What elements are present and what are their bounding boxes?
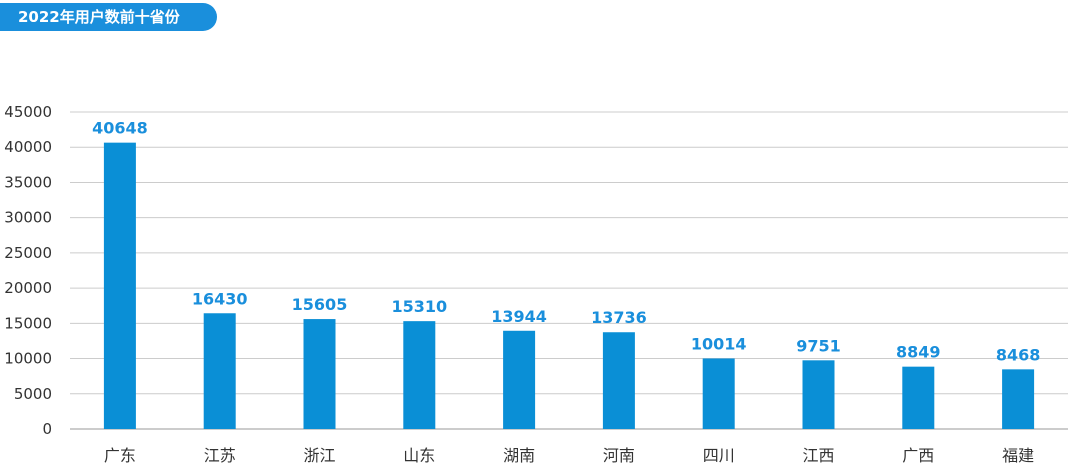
y-tick-label: 30000	[4, 209, 52, 227]
y-tick-label: 15000	[4, 314, 52, 332]
y-tick-label: 5000	[14, 385, 52, 403]
x-tick-label: 四川	[703, 446, 735, 464]
data-label: 9751	[796, 336, 841, 355]
y-tick-label: 35000	[4, 173, 52, 191]
gridlines	[70, 111, 1068, 430]
y-tick-label: 10000	[4, 350, 52, 368]
y-tick-label: 25000	[4, 244, 52, 262]
data-label: 8468	[996, 345, 1041, 364]
x-tick-label: 河南	[603, 446, 635, 464]
x-tick-label: 江苏	[204, 446, 236, 464]
data-label: 8849	[896, 343, 941, 362]
x-tick-label: 湖南	[503, 446, 535, 464]
data-label: 13736	[591, 308, 647, 327]
y-tick-label: 40000	[4, 138, 52, 156]
x-tick-label: 江西	[802, 446, 834, 464]
y-axis-ticks: 0 5000 10000 15000 20000 25000 30000 35000 40000…	[4, 103, 52, 438]
bars	[103, 142, 1035, 430]
y-tick-label: 45000	[4, 103, 52, 121]
x-axis-labels: 广东 江苏 浙江 山东 湖南 河南 四川 江西 广西 福建	[104, 446, 1034, 464]
data-label: 10014	[691, 334, 747, 353]
x-tick-label: 浙江	[303, 446, 335, 464]
bar	[403, 321, 436, 429]
bar	[503, 330, 536, 429]
bar	[303, 319, 336, 429]
data-labels: 40648 16430 15605 15310 13944 13736 10014 9751 8…	[92, 119, 1040, 365]
x-tick-label: 广西	[902, 446, 934, 464]
bar	[802, 360, 835, 429]
y-tick-label: 20000	[4, 279, 52, 297]
y-tick-label: 0	[42, 420, 52, 438]
data-label: 16430	[192, 289, 248, 308]
bar	[702, 358, 735, 429]
x-tick-label: 广东	[104, 446, 136, 464]
chart-title: 2022年用户数前十省份	[0, 3, 217, 31]
data-label: 15310	[391, 297, 447, 316]
bar	[203, 313, 236, 429]
data-label: 13944	[491, 307, 547, 326]
bar	[103, 142, 136, 430]
bar	[1002, 369, 1035, 429]
data-label: 40648	[92, 119, 148, 138]
x-tick-label: 山东	[403, 446, 435, 464]
bar	[602, 332, 635, 429]
bar	[902, 366, 935, 429]
x-tick-label: 福建	[1002, 446, 1034, 464]
data-label: 15605	[292, 295, 348, 314]
